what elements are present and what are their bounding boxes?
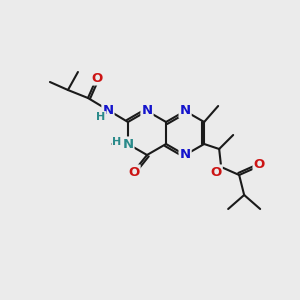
Text: N: N (179, 148, 191, 161)
Text: O: O (254, 158, 265, 172)
Text: O: O (91, 71, 103, 85)
Text: N: N (179, 104, 191, 118)
Text: O: O (211, 166, 222, 178)
Text: N: N (141, 104, 153, 118)
Text: H: H (96, 112, 106, 122)
Text: N: N (102, 103, 113, 116)
Text: O: O (128, 166, 140, 178)
Text: N: N (122, 137, 134, 151)
Text: H: H (112, 137, 122, 147)
